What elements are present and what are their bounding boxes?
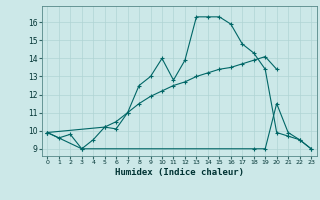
X-axis label: Humidex (Indice chaleur): Humidex (Indice chaleur) bbox=[115, 168, 244, 177]
